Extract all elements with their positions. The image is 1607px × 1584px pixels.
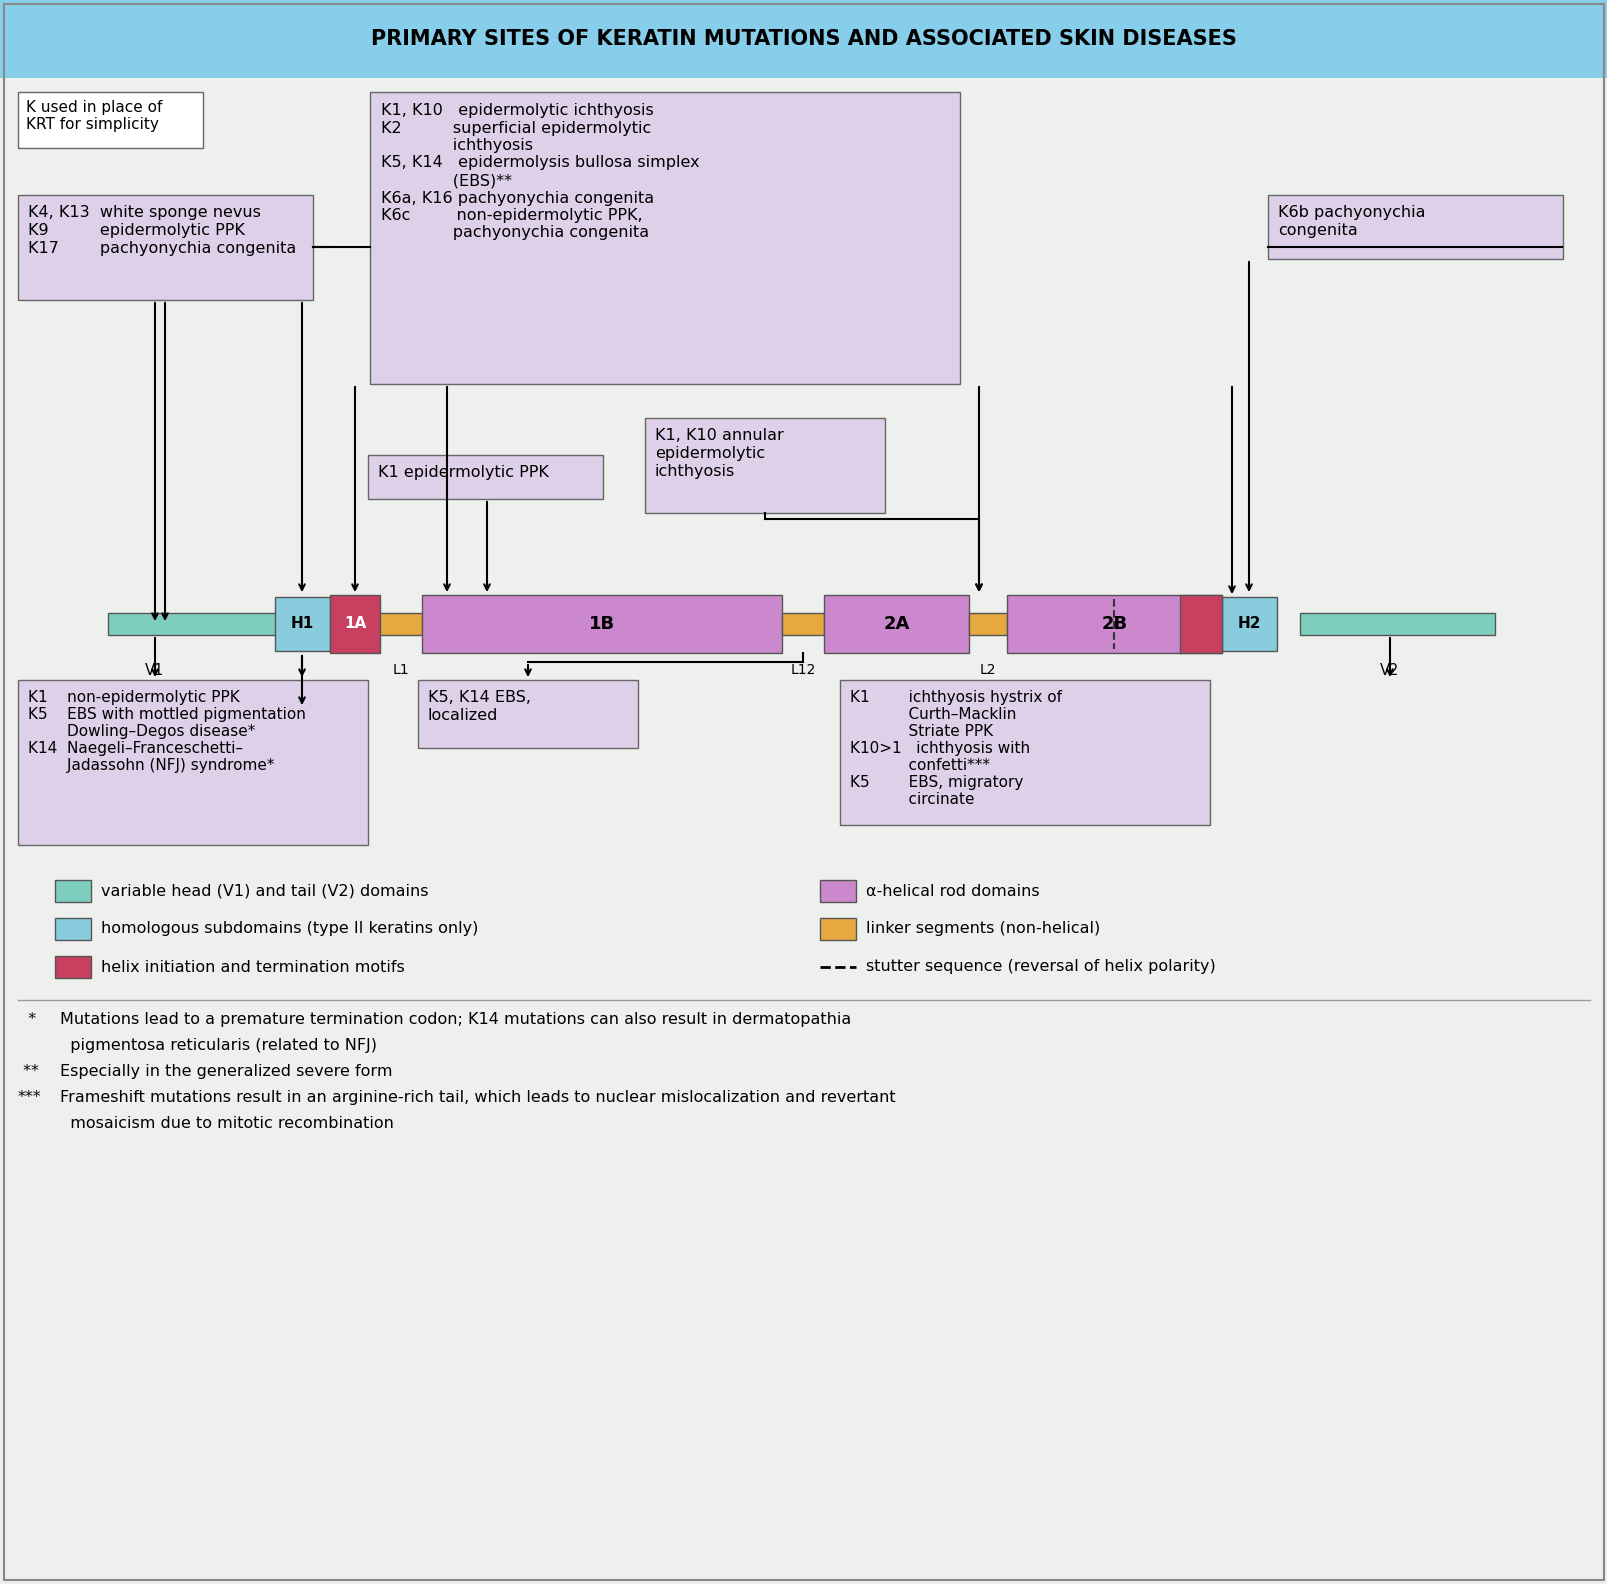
Text: K5    EBS with mottled pigmentation: K5 EBS with mottled pigmentation [27,706,305,722]
Text: K1, K10   epidermolytic ichthyosis: K1, K10 epidermolytic ichthyosis [381,103,654,117]
Text: Especially in the generalized severe form: Especially in the generalized severe for… [59,1064,392,1079]
Bar [55,919,92,939]
Text: **: ** [18,1064,39,1079]
Text: ***: *** [18,1090,42,1106]
Text: L12: L12 [789,664,815,676]
Text: pigmentosa reticularis (related to NFJ): pigmentosa reticularis (related to NFJ) [59,1038,376,1053]
Bar [1006,596,1221,653]
Bar [1268,195,1562,260]
Bar [18,92,202,147]
Text: 1B: 1B [588,615,615,634]
Text: confetti***: confetti*** [850,759,990,773]
Text: K6a, K16 pachyonychia congenita: K6a, K16 pachyonychia congenita [381,190,654,206]
Text: circinate: circinate [850,792,974,806]
Text: KRT for simplicity: KRT for simplicity [26,117,159,131]
Text: *: * [18,1012,35,1026]
Text: K1 epidermolytic PPK: K1 epidermolytic PPK [378,466,548,480]
Bar [55,881,92,901]
Bar [820,919,855,939]
Bar [781,613,823,635]
Text: K1        ichthyosis hystrix of: K1 ichthyosis hystrix of [850,691,1061,705]
Text: pachyonychia congenita: pachyonychia congenita [381,225,649,241]
Text: (EBS)**: (EBS)** [381,173,511,188]
Text: K14  Naegeli–Franceschetti–: K14 Naegeli–Franceschetti– [27,741,243,756]
Text: 1A: 1A [344,616,366,632]
Bar [379,613,421,635]
Bar [0,0,1607,78]
Text: K1, K10 annular: K1, K10 annular [654,428,783,444]
Bar [329,596,379,653]
Text: K6c         non-epidermolytic PPK,: K6c non-epidermolytic PPK, [381,208,643,223]
Bar [823,596,969,653]
Bar [969,613,1006,635]
Bar [275,597,329,651]
Bar [644,418,884,513]
Text: stutter sequence (reversal of helix polarity): stutter sequence (reversal of helix pola… [866,960,1215,974]
Bar [839,680,1208,825]
Bar [18,680,368,844]
Text: Curth–Macklin: Curth–Macklin [850,706,1016,722]
Text: V2: V2 [1379,664,1398,678]
Text: Frameshift mutations result in an arginine-rich tail, which leads to nuclear mis: Frameshift mutations result in an argini… [59,1090,895,1106]
Text: K used in place of: K used in place of [26,100,162,116]
Text: Mutations lead to a premature termination codon; K14 mutations can also result i: Mutations lead to a premature terminatio… [59,1012,850,1026]
Text: K17        pachyonychia congenita: K17 pachyonychia congenita [27,241,296,257]
Text: mosaicism due to mitotic recombination: mosaicism due to mitotic recombination [59,1117,394,1131]
Text: L1: L1 [392,664,410,676]
Text: K6b pachyonychia: K6b pachyonychia [1278,204,1425,220]
Text: K10>1   ichthyosis with: K10>1 ichthyosis with [850,741,1030,756]
Text: ichthyosis: ichthyosis [654,464,734,478]
Text: Jadassohn (NFJ) syndrome*: Jadassohn (NFJ) syndrome* [27,759,275,773]
Bar [368,455,603,499]
Text: K9          epidermolytic PPK: K9 epidermolytic PPK [27,223,244,238]
Text: congenita: congenita [1278,223,1356,238]
Text: H1: H1 [291,616,313,632]
Text: 2B: 2B [1101,615,1127,634]
Text: Striate PPK: Striate PPK [850,724,993,740]
Text: PRIMARY SITES OF KERATIN MUTATIONS AND ASSOCIATED SKIN DISEASES: PRIMARY SITES OF KERATIN MUTATIONS AND A… [371,29,1236,49]
Bar [55,957,92,977]
Bar [1298,613,1495,635]
Bar [370,92,959,383]
Text: homologous subdomains (type II keratins only): homologous subdomains (type II keratins … [101,922,477,936]
Text: linker segments (non-helical): linker segments (non-helical) [866,922,1099,936]
Bar [421,596,781,653]
Text: K2          superficial epidermolytic: K2 superficial epidermolytic [381,120,651,136]
Text: Dowling–Degos disease*: Dowling–Degos disease* [27,724,256,740]
Bar [1180,596,1221,653]
Bar [108,613,302,635]
Bar [418,680,638,748]
Text: K4, K13  white sponge nevus: K4, K13 white sponge nevus [27,204,260,220]
Bar [18,195,313,299]
Text: ichthyosis: ichthyosis [381,138,532,154]
Text: K5        EBS, migratory: K5 EBS, migratory [850,775,1022,790]
Text: V1: V1 [145,664,164,678]
Text: K5, K14   epidermolysis bullosa simplex: K5, K14 epidermolysis bullosa simplex [381,155,699,171]
Text: K1    non-epidermolytic PPK: K1 non-epidermolytic PPK [27,691,239,705]
Bar [1221,597,1276,651]
Text: helix initiation and termination motifs: helix initiation and termination motifs [101,960,405,974]
Text: variable head (V1) and tail (V2) domains: variable head (V1) and tail (V2) domains [101,884,427,898]
Text: epidermolytic: epidermolytic [654,447,765,461]
Text: L2: L2 [979,664,996,676]
Text: α-helical rod domains: α-helical rod domains [866,884,1040,898]
Text: 2A: 2A [882,615,910,634]
Text: H2: H2 [1236,616,1260,632]
Text: localized: localized [427,708,498,722]
Bar [820,881,855,901]
Text: K5, K14 EBS,: K5, K14 EBS, [427,691,530,705]
